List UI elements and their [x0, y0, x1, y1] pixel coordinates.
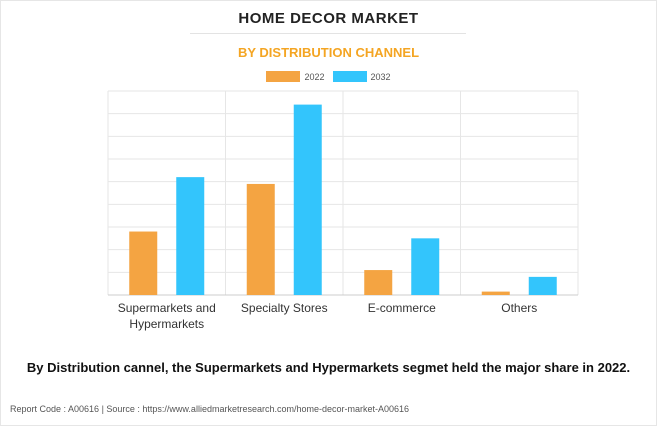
bar-2022-2 [246, 183, 275, 295]
chart-caption: By Distribution cannel, the Supermarkets… [26, 360, 631, 375]
x-tick-label: Supermarkets and Hypermarkets [118, 301, 216, 331]
legend-swatch-2032 [332, 71, 367, 82]
legend: 2022 2032 [0, 71, 657, 82]
legend-item-2032[interactable]: 2032 [332, 71, 391, 82]
x-tick-label: Specialty Stores [241, 301, 328, 315]
legend-label-2032: 2032 [370, 71, 391, 82]
title-divider [190, 33, 466, 34]
chart-title: HOME DECOR MARKET [238, 10, 419, 27]
x-tick-label: E-commerce [368, 301, 436, 315]
bar-2032-2 [293, 104, 322, 295]
bar-2022-1 [129, 231, 158, 295]
source-footer: Report Code : A00616 | Source : https://… [10, 404, 410, 414]
bar-2022-4 [481, 291, 510, 295]
chart-subtitle: BY DISTRIBUTION CHANNEL [237, 45, 420, 60]
legend-swatch-2022 [266, 71, 301, 82]
bar-2022-3 [364, 270, 393, 295]
x-tick-label: Others [501, 301, 537, 315]
bar-2032-3 [411, 238, 440, 295]
legend-label-2022: 2022 [304, 71, 325, 82]
bar-2032-4 [528, 276, 557, 295]
legend-item-2022[interactable]: 2022 [266, 71, 325, 82]
bar-chart: Supermarkets and Hypermarkets Specialty St… [107, 90, 579, 331]
bar-2032-1 [176, 177, 205, 295]
